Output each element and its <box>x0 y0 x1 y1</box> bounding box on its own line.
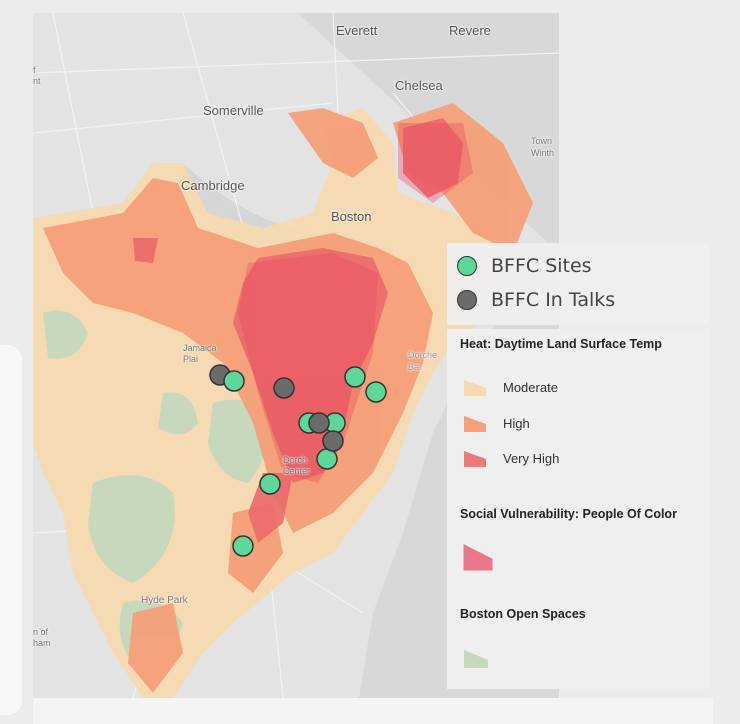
bottom-strip <box>33 698 713 724</box>
place-label-edge-top: f nt <box>33 65 41 86</box>
poc-swatch-icon <box>463 544 493 571</box>
legend-item-moderate: Moderate <box>463 377 558 397</box>
legend-sites-label: BFFC Sites <box>491 255 592 277</box>
legend-very-high-label: Very High <box>503 450 560 466</box>
place-label-dorchester: Dorch Center <box>283 455 311 476</box>
place-label-everett: Everett <box>336 23 378 38</box>
site-marker[interactable] <box>232 535 254 557</box>
open-space-swatch-icon <box>464 650 488 668</box>
site-dot-icon <box>457 256 477 276</box>
heat-very-high-areas <box>133 118 463 543</box>
site-marker[interactable] <box>344 366 366 388</box>
layer-legend: Heat: Daytime Land Surface Temp Moderate… <box>447 329 709 689</box>
in-talks-marker[interactable] <box>322 430 344 452</box>
place-label-dorchester-bay: Dorche Ba <box>408 350 438 372</box>
site-marker[interactable] <box>365 381 387 403</box>
legend-moderate-label: Moderate <box>503 379 558 395</box>
background-card <box>0 345 22 715</box>
site-markers <box>223 366 387 557</box>
moderate-swatch-icon <box>464 380 486 396</box>
legend-item-very-high: Very High <box>463 448 559 468</box>
talks-dot-icon <box>457 290 477 310</box>
social-legend-title: Social Vulnerability: People Of Color <box>460 507 677 521</box>
place-label-boston: Boston <box>331 209 372 224</box>
place-label-chelsea: Chelsea <box>395 78 443 93</box>
legend-high-label: High <box>503 415 530 431</box>
legend-item-open-space <box>463 647 489 669</box>
place-label-jamaica-plain: Jamaica Plai <box>183 343 217 364</box>
high-swatch-icon <box>464 416 486 432</box>
heat-legend-title: Heat: Daytime Land Surface Temp <box>460 337 662 351</box>
legend-talks-label: BFFC In Talks <box>491 289 616 311</box>
site-marker[interactable] <box>223 370 245 392</box>
in-talks-markers-top <box>308 412 344 452</box>
legend-item-high: High <box>463 413 530 433</box>
place-label-somerville: Somerville <box>203 103 264 118</box>
site-marker[interactable] <box>316 448 338 470</box>
site-legend: BFFC Sites BFFC In Talks <box>447 243 709 325</box>
map-canvas <box>33 13 559 698</box>
place-label-winthrop: Town Winth <box>531 136 555 158</box>
legend-item-poc <box>463 543 493 571</box>
legend-row-sites: BFFC Sites <box>457 255 592 277</box>
open-spaces-legend-title: Boston Open Spaces <box>460 607 586 621</box>
legend-row-talks: BFFC In Talks <box>457 289 615 311</box>
place-label-cambridge: Cambridge <box>181 178 245 193</box>
in-talks-marker[interactable] <box>308 412 330 434</box>
place-label-edge-bottom: n of ham <box>33 627 51 648</box>
place-label-revere: Revere <box>449 23 491 38</box>
in-talks-marker[interactable] <box>273 377 295 399</box>
site-marker[interactable] <box>259 473 281 495</box>
very-high-swatch-icon <box>464 451 486 467</box>
place-label-hyde-park: Hyde Park <box>141 595 188 606</box>
